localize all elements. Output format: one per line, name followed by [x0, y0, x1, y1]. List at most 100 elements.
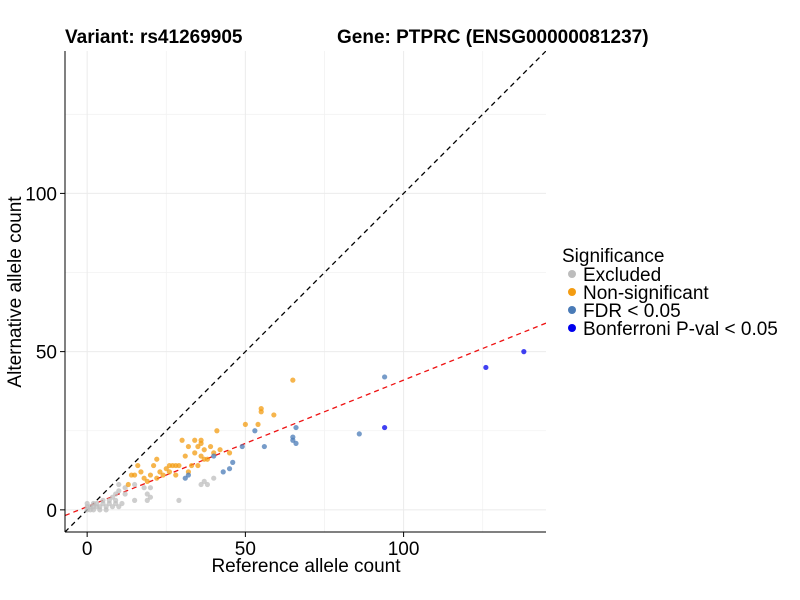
- point-excluded: [113, 497, 119, 503]
- point-excluded: [211, 475, 217, 481]
- y-tick-label: 50: [36, 343, 57, 364]
- legend-title: Significance: [562, 246, 664, 267]
- point-non-significant: [195, 462, 201, 469]
- point-non-significant: [173, 472, 179, 478]
- point-non-significant: [125, 481, 131, 488]
- legend-label: Bonferroni P-val < 0.05: [583, 319, 778, 340]
- x-tick-label: 50: [235, 539, 256, 560]
- point-non-significant: [163, 466, 169, 472]
- point-non-significant: [154, 456, 160, 462]
- point-non-significant: [179, 437, 185, 443]
- legend-key: [568, 288, 576, 296]
- point-excluded: [94, 500, 100, 507]
- point-fdr-0-05: [220, 469, 226, 475]
- point-excluded: [106, 497, 112, 503]
- point-fdr-0-05: [185, 472, 192, 478]
- point-fdr-0-05: [293, 424, 299, 431]
- point-excluded: [141, 485, 147, 491]
- title-gene: Gene: PTPRC (ENSG00000081237): [337, 27, 649, 48]
- point-excluded: [201, 478, 207, 484]
- point-excluded: [116, 504, 122, 510]
- gridlines: [65, 51, 546, 532]
- point-excluded: [176, 497, 182, 503]
- point-non-significant: [154, 475, 160, 481]
- point-excluded: [122, 485, 128, 491]
- point-non-significant: [182, 453, 188, 459]
- legend-label: FDR < 0.05: [583, 301, 681, 322]
- point-excluded: [113, 491, 119, 497]
- point-non-significant: [147, 472, 154, 478]
- point-non-significant: [135, 462, 141, 469]
- point-excluded: [144, 497, 150, 503]
- point-excluded: [116, 481, 122, 488]
- point-fdr-0-05: [293, 440, 299, 446]
- legend-key: [568, 324, 576, 332]
- point-fdr-0-05: [261, 443, 267, 450]
- point-non-significant: [195, 443, 201, 450]
- point-non-significant: [160, 472, 166, 478]
- title-variant: Variant: rs41269905: [65, 27, 243, 48]
- point-non-significant: [198, 453, 204, 459]
- reference-lines: [65, 51, 546, 532]
- point-excluded: [116, 488, 122, 494]
- legend-label: Non-significant: [583, 283, 709, 304]
- point-non-significant: [201, 447, 207, 453]
- point-excluded: [100, 497, 106, 503]
- point-excluded: [84, 500, 90, 507]
- point-excluded: [119, 500, 125, 507]
- point-excluded: [103, 504, 109, 510]
- point-excluded: [97, 504, 103, 510]
- x-tick-label: 100: [388, 539, 420, 560]
- point-non-significant: [226, 450, 233, 456]
- point-non-significant: [255, 421, 261, 428]
- legend-key: [568, 306, 576, 314]
- point-fdr-0-05: [252, 428, 258, 434]
- point-non-significant: [192, 450, 198, 456]
- point-non-significant: [207, 443, 214, 450]
- point-non-significant: [204, 456, 211, 462]
- point-excluded: [109, 494, 116, 500]
- x-tick-label: 0: [82, 539, 93, 560]
- point-non-significant: [192, 437, 198, 443]
- y-axis-title: Alternative allele count: [5, 196, 26, 388]
- point-fdr-0-05: [356, 431, 362, 437]
- legend-label: Excluded: [583, 265, 661, 286]
- point-non-significant: [217, 447, 223, 453]
- axes: 0 50 100 0 50 100: [25, 51, 546, 560]
- point-fdr-0-05: [230, 459, 236, 465]
- point-fdr-0-05: [239, 443, 245, 450]
- legend: Significance ExcludedNon-significantFDR …: [562, 246, 778, 340]
- point-bonferroni-p-val-0-05: [382, 424, 388, 431]
- point-excluded: [144, 491, 150, 497]
- data-points: [84, 349, 527, 513]
- point-non-significant: [138, 469, 144, 475]
- point-non-significant: [198, 437, 204, 443]
- point-non-significant: [214, 428, 220, 434]
- point-bonferroni-p-val-0-05: [483, 364, 489, 371]
- point-excluded: [122, 491, 128, 497]
- x-axis-title: Reference allele count: [211, 556, 401, 577]
- point-fdr-0-05: [382, 374, 388, 380]
- point-non-significant: [185, 443, 192, 450]
- point-excluded: [109, 504, 116, 510]
- point-non-significant: [151, 462, 157, 469]
- point-non-significant: [271, 412, 277, 418]
- point-non-significant: [188, 462, 195, 469]
- point-non-significant: [242, 421, 248, 428]
- identity-line: [65, 51, 546, 532]
- point-non-significant: [141, 475, 147, 481]
- point-excluded: [132, 481, 138, 488]
- point-fdr-0-05: [226, 466, 233, 472]
- point-fdr-0-05: [211, 453, 217, 459]
- legend-key: [568, 270, 576, 278]
- point-non-significant: [290, 377, 296, 383]
- point-excluded: [132, 497, 138, 503]
- point-bonferroni-p-val-0-05: [521, 349, 527, 355]
- point-non-significant: [157, 469, 163, 475]
- point-non-significant: [176, 462, 182, 469]
- y-tick-label: 0: [46, 501, 57, 522]
- y-tick-label: 100: [25, 184, 57, 205]
- point-non-significant: [144, 478, 150, 484]
